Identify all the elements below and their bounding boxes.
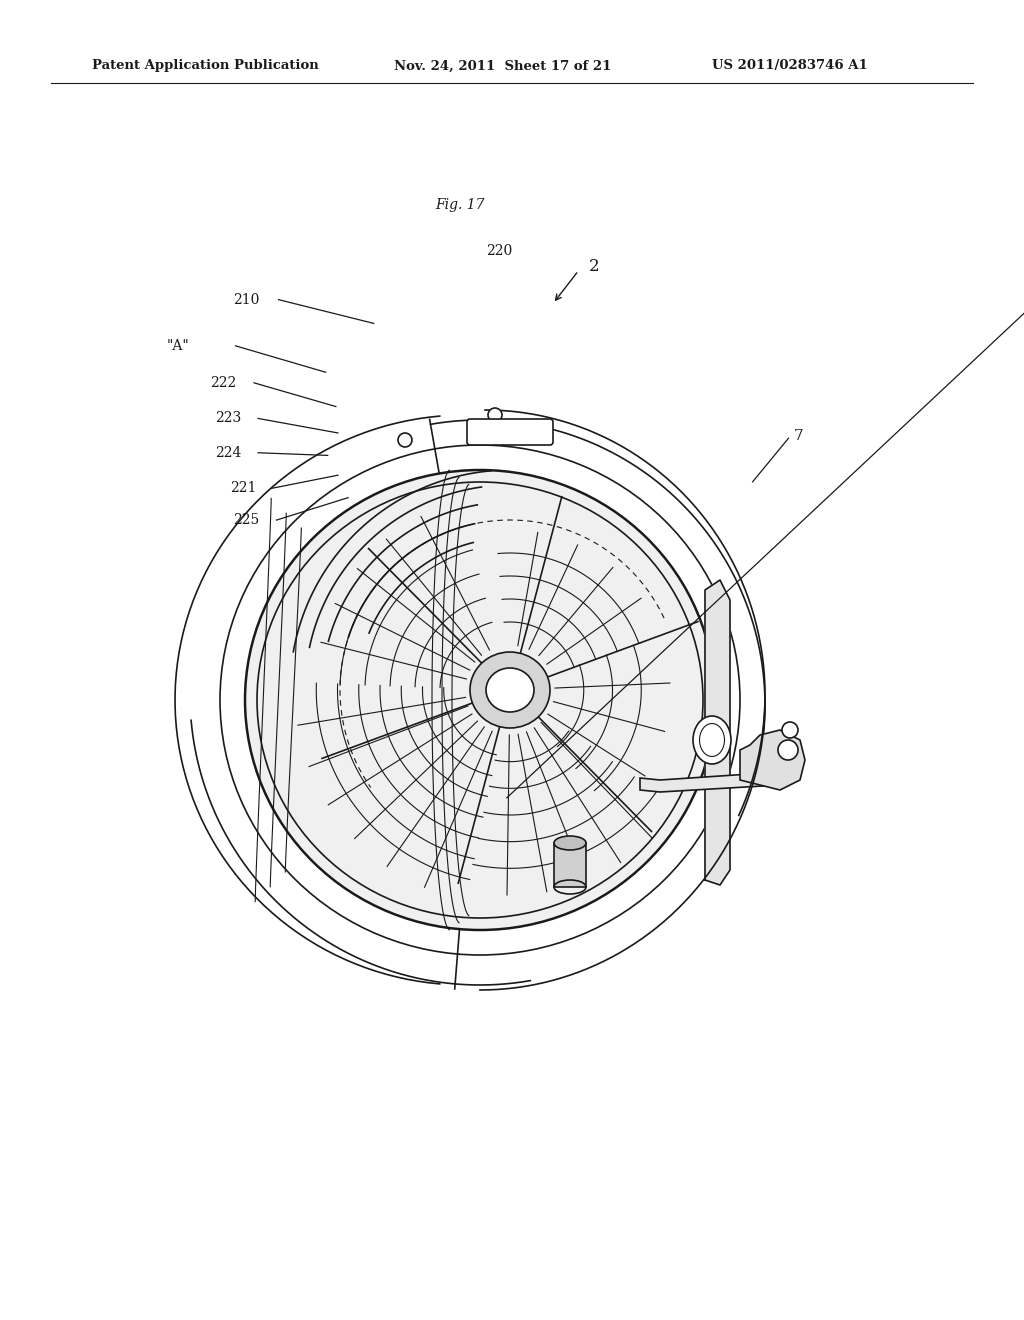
Circle shape [398, 433, 412, 447]
Text: 210: 210 [233, 293, 260, 306]
Text: 2: 2 [589, 259, 599, 275]
Text: 222: 222 [210, 376, 237, 389]
Text: Nov. 24, 2011  Sheet 17 of 21: Nov. 24, 2011 Sheet 17 of 21 [394, 59, 611, 73]
Ellipse shape [220, 445, 740, 954]
Text: 7: 7 [794, 429, 803, 442]
Polygon shape [640, 764, 800, 792]
Text: Patent Application Publication: Patent Application Publication [92, 59, 318, 73]
Text: US 2011/0283746 A1: US 2011/0283746 A1 [712, 59, 867, 73]
Polygon shape [705, 579, 730, 884]
Polygon shape [740, 730, 805, 789]
Text: "A": "A" [167, 339, 189, 352]
Ellipse shape [693, 715, 731, 764]
Text: 225: 225 [233, 513, 260, 527]
FancyBboxPatch shape [467, 418, 553, 445]
Circle shape [778, 741, 798, 760]
Text: 221: 221 [230, 482, 257, 495]
Text: 224: 224 [215, 446, 242, 459]
Text: Fig. 17: Fig. 17 [435, 198, 484, 213]
Text: 223: 223 [215, 412, 242, 425]
Text: 220: 220 [486, 244, 513, 257]
Circle shape [488, 408, 502, 422]
Ellipse shape [245, 470, 715, 931]
Circle shape [782, 722, 798, 738]
Bar [554, 843, 586, 887]
Ellipse shape [554, 836, 586, 850]
Ellipse shape [486, 668, 534, 711]
Ellipse shape [470, 652, 550, 729]
